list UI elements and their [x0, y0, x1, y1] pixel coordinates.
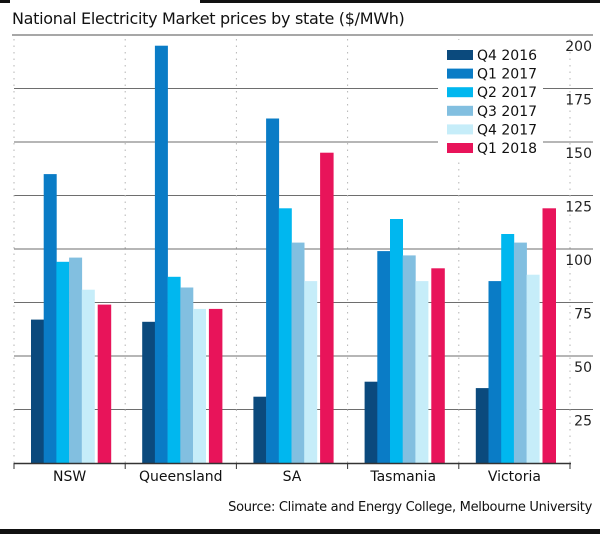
bottom-rule	[0, 529, 600, 534]
bar-queensland-q1-2018	[208, 308, 223, 463]
bar-victoria-q1-2017	[488, 281, 502, 463]
legend-swatch	[447, 124, 473, 135]
bar-tasmania-q4-2016	[364, 381, 378, 463]
legend-label: Q1 2018	[477, 141, 537, 157]
bar-sa-q3-2017	[291, 242, 305, 463]
bar-victoria-q1-2018	[542, 208, 556, 463]
top-rule-right	[200, 0, 600, 3]
bar-nsw-q2-2017	[56, 261, 70, 463]
y-tick-label: 25	[574, 414, 592, 430]
y-tick-label: 175	[565, 93, 592, 109]
y-tick-label: 50	[574, 360, 592, 376]
legend: Q4 2016 Q1 2017 Q2 2017 Q3 2017 Q4 2017 Q1 20…	[438, 40, 543, 158]
y-tick-label: 125	[565, 200, 592, 216]
bar-victoria-q4-2017	[526, 274, 540, 463]
legend-swatch	[447, 50, 473, 60]
bar-nsw-q4-2016	[31, 319, 44, 463]
bar-sa-q2-2017	[278, 208, 292, 463]
bar-nsw-q1-2018	[97, 304, 112, 463]
bar-tasmania-q4-2017	[415, 281, 429, 463]
bar-victoria-q3-2017	[513, 242, 527, 463]
category-label: Queensland	[139, 469, 223, 485]
y-tick-label: 200	[565, 39, 592, 55]
legend-label: Q4 2017	[477, 122, 537, 138]
bar-queensland-q4-2017	[193, 308, 206, 463]
bar-queensland-q4-2016	[142, 321, 156, 463]
category-label: NSW	[53, 469, 86, 485]
chart-title: National Electricity Market prices by st…	[12, 9, 405, 28]
legend-label: Q1 2017	[477, 67, 537, 83]
bar-sa-q4-2016	[253, 396, 267, 463]
bar-nsw-q1-2017	[43, 174, 57, 463]
category-label: Victoria	[488, 469, 541, 485]
top-rule-left	[0, 0, 10, 3]
y-tick-label: 75	[574, 307, 592, 323]
legend-swatch	[447, 105, 473, 116]
legend-label: Q3 2017	[477, 104, 537, 120]
category-label: Tasmania	[369, 469, 436, 485]
bar-queensland-q3-2017	[180, 287, 194, 463]
bar-nsw-q3-2017	[69, 257, 83, 463]
source-note: Source: Climate and Energy College, Melb…	[228, 500, 592, 515]
legend-label: Q4 2016	[477, 48, 537, 64]
legend-label: Q2 2017	[477, 85, 537, 101]
legend-swatch	[447, 143, 473, 153]
bar-queensland-q1-2017	[154, 45, 168, 463]
legend-swatch	[447, 68, 473, 79]
bar-tasmania-q1-2018	[431, 268, 445, 463]
bar-victoria-q2-2017	[501, 234, 515, 463]
bar-tasmania-q3-2017	[402, 255, 416, 463]
legend-swatch	[447, 87, 473, 98]
y-axis-labels: 25 50 75 100 125 150 175 200	[565, 39, 592, 430]
bar-tasmania-q2-2017	[390, 219, 403, 463]
bar-queensland-q2-2017	[167, 276, 181, 463]
category-label: SA	[283, 469, 302, 485]
x-axis: NSW Queensland SA Tasmania Victoria	[13, 462, 571, 485]
bar-tasmania-q1-2017	[377, 251, 391, 463]
bars	[31, 45, 556, 463]
bar-sa-q4-2017	[304, 281, 318, 463]
y-tick-label: 100	[565, 253, 592, 269]
bar-sa-q1-2017	[266, 118, 280, 463]
bar-nsw-q4-2017	[81, 289, 95, 463]
bar-sa-q1-2018	[320, 152, 334, 463]
y-tick-label: 150	[565, 146, 592, 162]
bar-victoria-q4-2016	[475, 388, 489, 463]
